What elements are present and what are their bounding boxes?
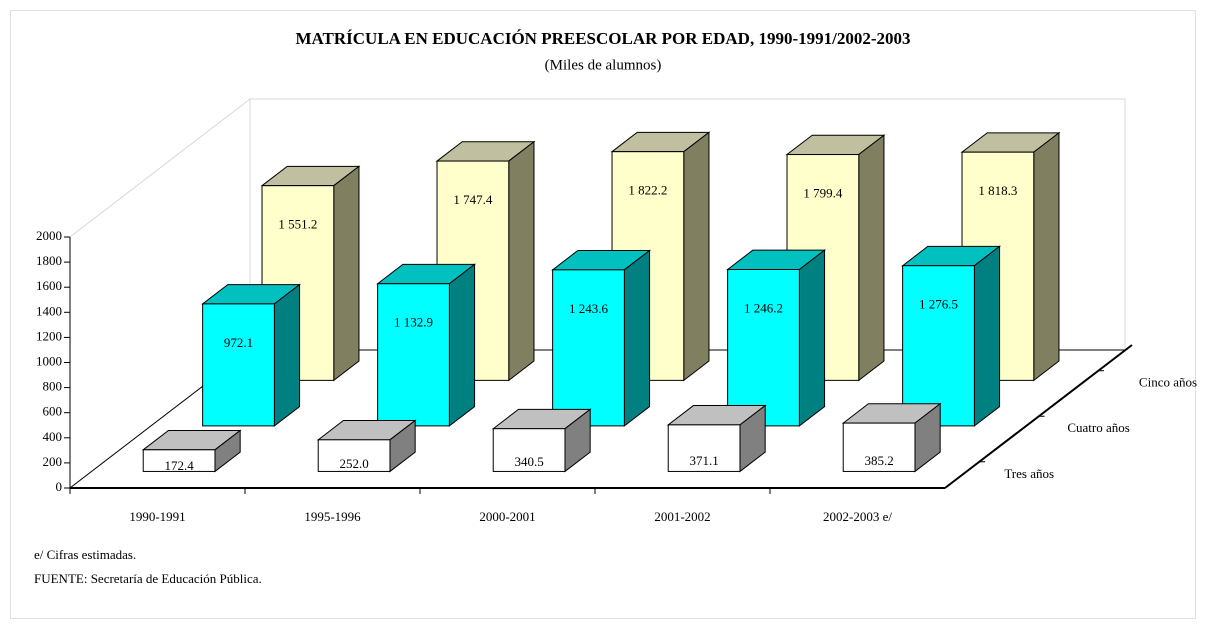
chart-title: MATRÍCULA EN EDUCACIÓN PREESCOLAR POR ED… xyxy=(295,29,910,48)
bar-side xyxy=(683,131,710,382)
bar xyxy=(842,422,916,472)
y-tick-label: 1400 xyxy=(36,303,62,318)
bar xyxy=(902,265,975,427)
y-tick-label: 1000 xyxy=(36,353,62,368)
value-label: 252.0 xyxy=(339,456,368,471)
bar-side xyxy=(623,249,651,427)
value-label: 1 551.2 xyxy=(278,217,317,232)
value-label: 972.1 xyxy=(224,335,253,350)
value-label: 340.5 xyxy=(514,454,543,469)
y-tick-label: 2000 xyxy=(36,228,62,243)
bar xyxy=(317,439,391,472)
value-label: 172.4 xyxy=(164,458,194,473)
x-tick-label: 2002-2003 e/ xyxy=(823,509,892,524)
value-label: 1 799.4 xyxy=(803,186,843,201)
bar xyxy=(202,303,275,427)
bar-side xyxy=(1033,131,1060,382)
bar-side xyxy=(448,263,476,427)
bar xyxy=(142,449,216,472)
value-label: 1 132.9 xyxy=(394,315,433,330)
y-tick-label: 800 xyxy=(43,379,63,394)
value-label: 1 818.3 xyxy=(978,183,1017,198)
legend-label: Cuatro años xyxy=(1067,420,1129,435)
value-label: 385.2 xyxy=(864,453,893,468)
y-tick-label: 1600 xyxy=(36,278,62,293)
y-tick-label: 0 xyxy=(56,479,63,494)
y-tick-label: 400 xyxy=(43,429,63,444)
bar-side xyxy=(273,283,301,427)
y-tick-label: 600 xyxy=(43,404,63,419)
bar xyxy=(552,269,625,427)
legend-label: Cinco años xyxy=(1139,375,1197,390)
bar xyxy=(377,283,450,427)
bar-side xyxy=(798,249,826,427)
bar xyxy=(492,428,566,472)
chart-subtitle: (Miles de alumnos) xyxy=(545,57,662,73)
value-label: 1 246.2 xyxy=(744,300,783,315)
y-tick-label: 200 xyxy=(43,454,63,469)
x-tick-label: 2000-2001 xyxy=(479,509,535,524)
bar-side xyxy=(508,140,535,382)
depth-axis xyxy=(944,344,1133,489)
bar xyxy=(727,269,800,427)
x-tick-label: 1990-1991 xyxy=(129,509,185,524)
x-tick-label: 2001-2002 xyxy=(654,509,710,524)
bar xyxy=(667,424,741,472)
footnote: e/ Cifras estimadas. xyxy=(34,547,136,562)
x-tick-label: 1995-1996 xyxy=(304,509,361,524)
value-label: 1 243.6 xyxy=(569,301,609,316)
bar-side xyxy=(973,245,1001,427)
legend-label: Tres años xyxy=(1004,466,1054,481)
y-tick-label: 1200 xyxy=(36,328,62,343)
y-tick-label: 1800 xyxy=(36,253,62,268)
bar-side xyxy=(858,134,885,382)
value-label: 371.1 xyxy=(689,453,718,468)
source: FUENTE: Secretaría de Educación Pública. xyxy=(34,571,262,586)
bar-side xyxy=(333,165,360,382)
value-label: 1 276.5 xyxy=(919,297,958,312)
value-label: 1 822.2 xyxy=(628,183,667,198)
value-label: 1 747.4 xyxy=(453,192,493,207)
